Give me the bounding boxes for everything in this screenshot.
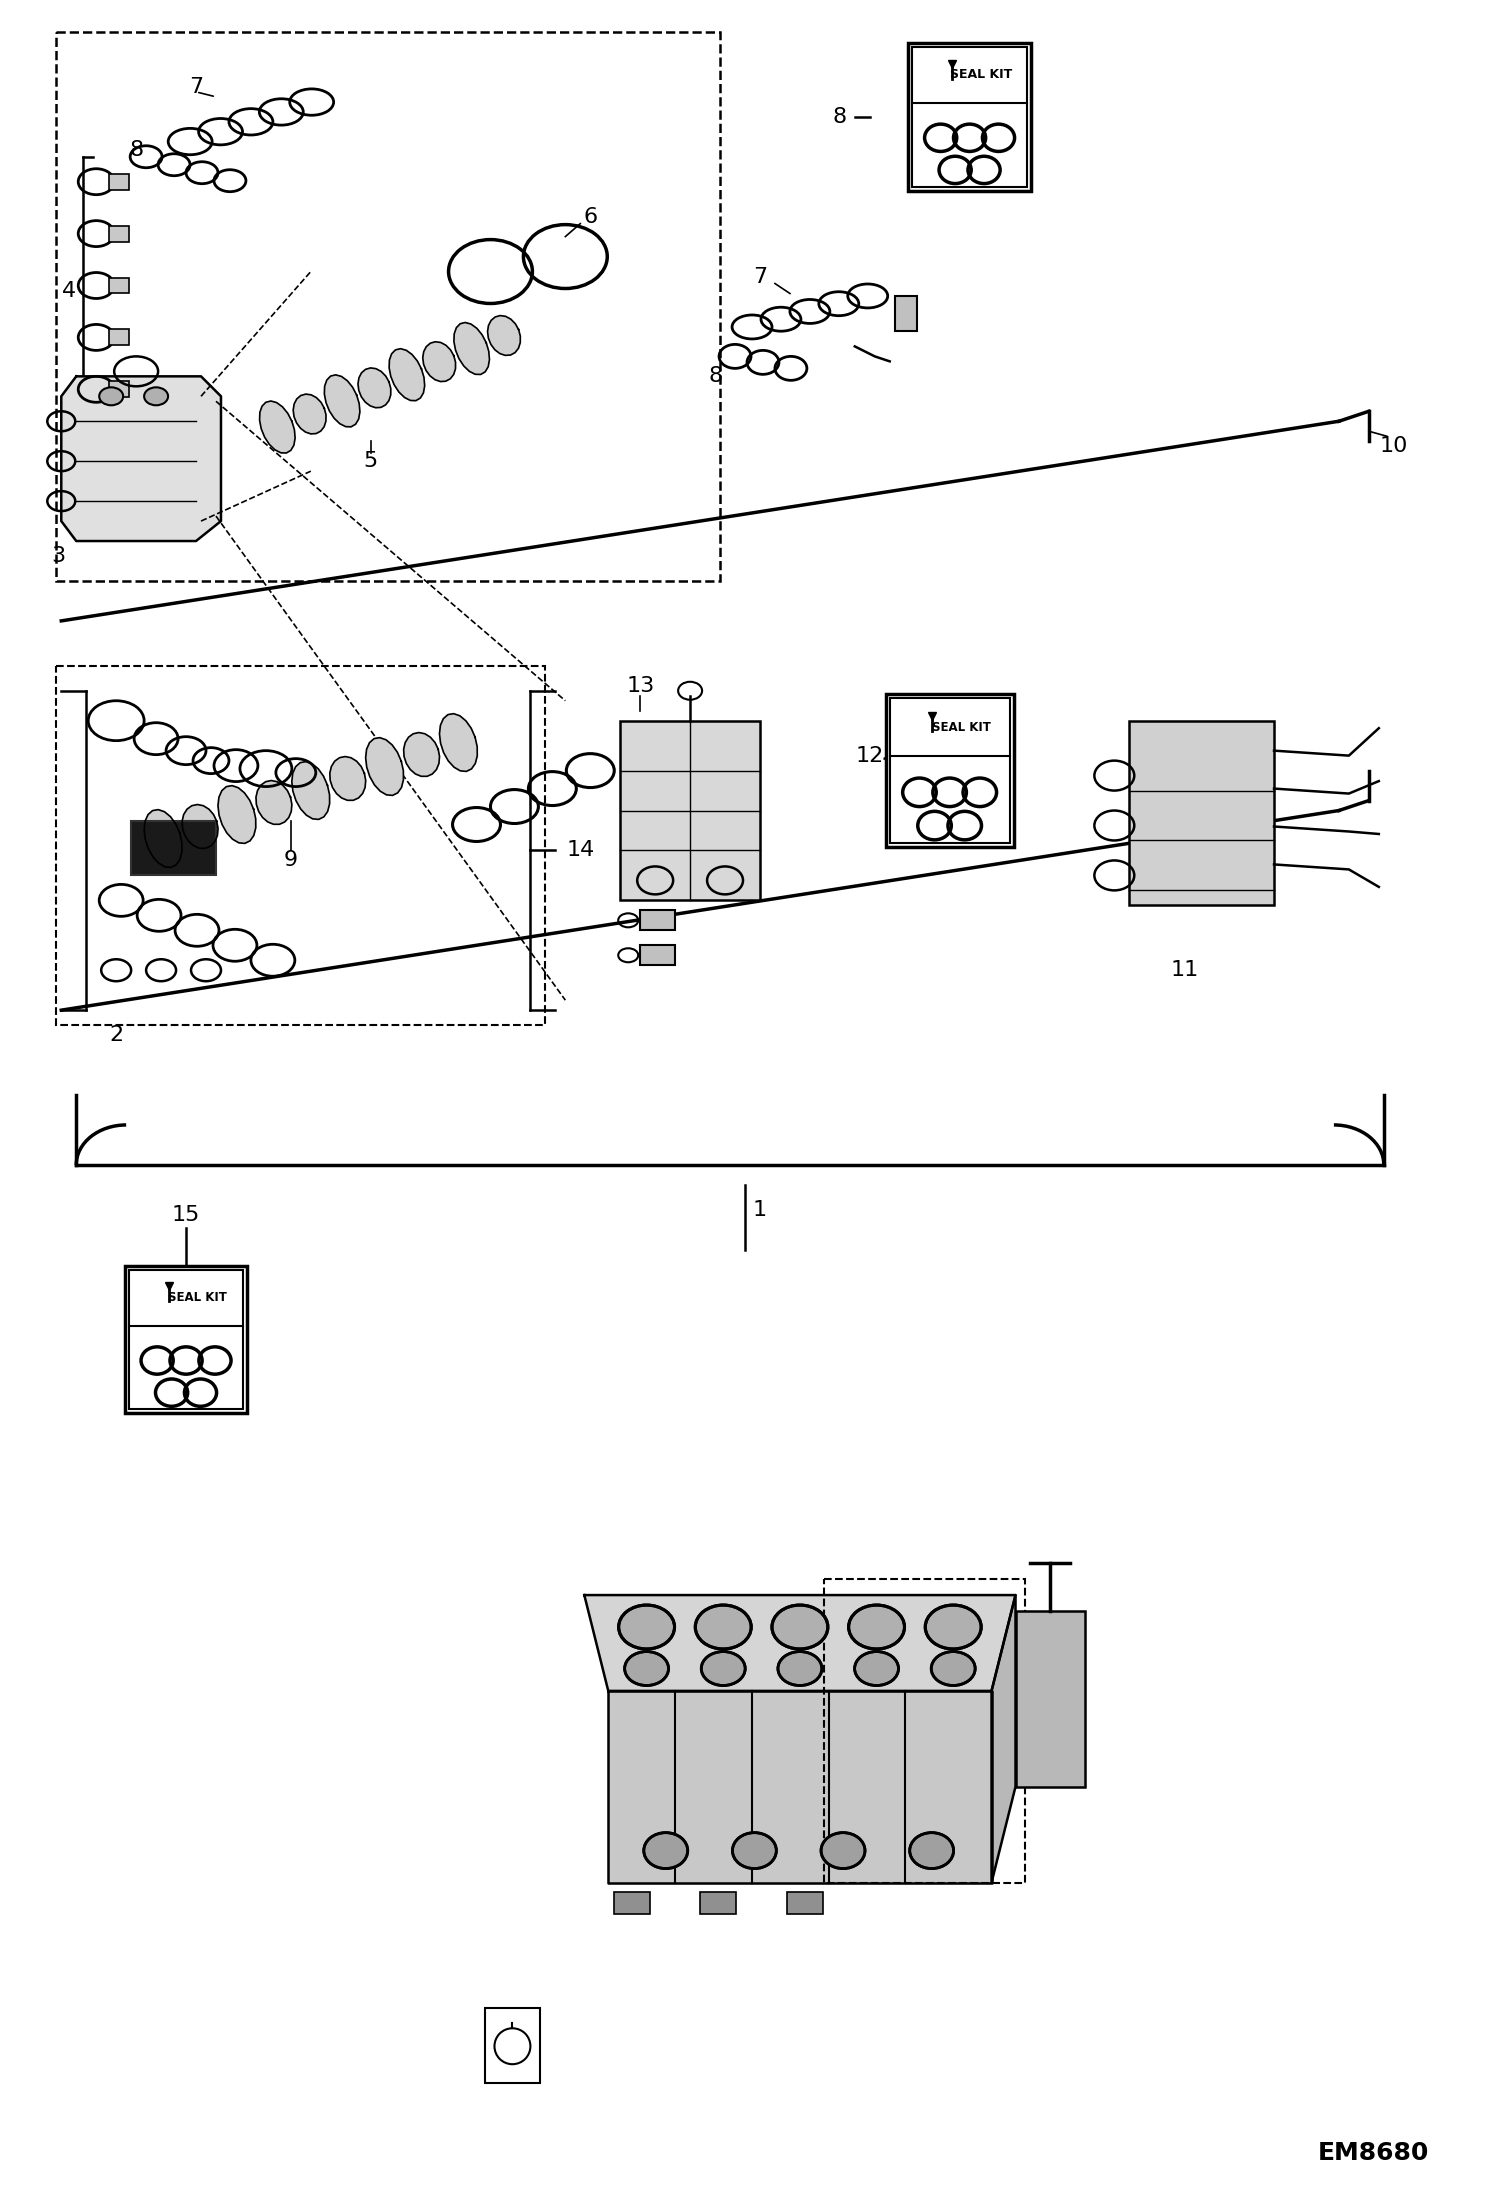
Polygon shape	[144, 810, 181, 867]
Ellipse shape	[695, 1606, 750, 1650]
Polygon shape	[422, 342, 455, 382]
Text: 4: 4	[63, 281, 76, 301]
Text: 8: 8	[709, 366, 722, 386]
Bar	[908, 44, 1031, 191]
Bar	[885, 693, 1014, 847]
Bar	[701, 1891, 737, 1913]
Ellipse shape	[848, 1606, 905, 1650]
Text: 7: 7	[753, 265, 767, 287]
Polygon shape	[584, 1595, 1016, 1692]
Polygon shape	[325, 375, 360, 428]
Text: EM8680: EM8680	[1317, 2141, 1429, 2165]
Bar	[912, 46, 1028, 186]
Ellipse shape	[777, 1652, 822, 1685]
Bar	[890, 698, 1010, 842]
Text: 8: 8	[129, 140, 144, 160]
Ellipse shape	[926, 1606, 981, 1650]
Ellipse shape	[733, 1832, 776, 1869]
Polygon shape	[403, 733, 439, 777]
Bar	[129, 1270, 244, 1409]
Text: 14: 14	[566, 840, 595, 860]
Text: 9: 9	[283, 851, 298, 871]
Ellipse shape	[644, 1832, 688, 1869]
Text: 7: 7	[189, 77, 204, 97]
Text: 5: 5	[364, 452, 377, 472]
Bar	[109, 329, 129, 344]
Text: 12: 12	[855, 746, 884, 766]
Bar	[132, 821, 216, 875]
Bar	[894, 296, 917, 331]
Text: 13: 13	[626, 676, 655, 695]
Bar	[109, 173, 129, 189]
Bar	[109, 276, 129, 294]
Polygon shape	[219, 785, 256, 842]
Ellipse shape	[854, 1652, 899, 1685]
Bar	[1129, 720, 1273, 906]
Polygon shape	[292, 761, 330, 818]
Ellipse shape	[909, 1832, 954, 1869]
Polygon shape	[366, 737, 403, 796]
Bar	[824, 1580, 1025, 1882]
Polygon shape	[256, 781, 292, 825]
Bar	[57, 665, 545, 1025]
Polygon shape	[183, 805, 219, 849]
Bar	[109, 382, 129, 397]
Ellipse shape	[99, 388, 123, 406]
Text: SEAL KIT: SEAL KIT	[168, 1290, 228, 1303]
Polygon shape	[294, 395, 327, 434]
Text: 10: 10	[1380, 437, 1408, 456]
Polygon shape	[358, 369, 391, 408]
Text: SEAL KIT: SEAL KIT	[932, 720, 992, 733]
Bar	[640, 911, 676, 930]
Bar	[1016, 1610, 1086, 1786]
Polygon shape	[608, 1692, 992, 1882]
Text: 11: 11	[1170, 961, 1198, 981]
Bar	[57, 33, 721, 581]
Text: 1: 1	[753, 1200, 767, 1220]
Bar	[614, 1891, 650, 1913]
Ellipse shape	[144, 388, 168, 406]
Polygon shape	[259, 402, 295, 452]
Polygon shape	[454, 323, 490, 375]
Text: SEAL KIT: SEAL KIT	[950, 68, 1013, 81]
Bar	[620, 720, 759, 900]
Bar	[786, 1891, 822, 1913]
Text: 15: 15	[172, 1205, 201, 1224]
Polygon shape	[61, 377, 222, 542]
Ellipse shape	[625, 1652, 668, 1685]
Polygon shape	[487, 316, 520, 355]
Bar	[109, 226, 129, 241]
Bar	[485, 2008, 541, 2082]
Text: 2: 2	[109, 1025, 123, 1044]
Polygon shape	[439, 713, 478, 772]
Ellipse shape	[701, 1652, 745, 1685]
Ellipse shape	[771, 1606, 828, 1650]
Polygon shape	[389, 349, 424, 402]
Ellipse shape	[821, 1832, 864, 1869]
Ellipse shape	[932, 1652, 975, 1685]
Polygon shape	[330, 757, 366, 801]
Ellipse shape	[619, 1606, 674, 1650]
Text: 8: 8	[833, 108, 846, 127]
Text: 3: 3	[51, 546, 66, 566]
Text: 6: 6	[583, 206, 598, 226]
Bar	[640, 946, 676, 965]
Polygon shape	[992, 1595, 1016, 1882]
Bar	[124, 1266, 247, 1413]
